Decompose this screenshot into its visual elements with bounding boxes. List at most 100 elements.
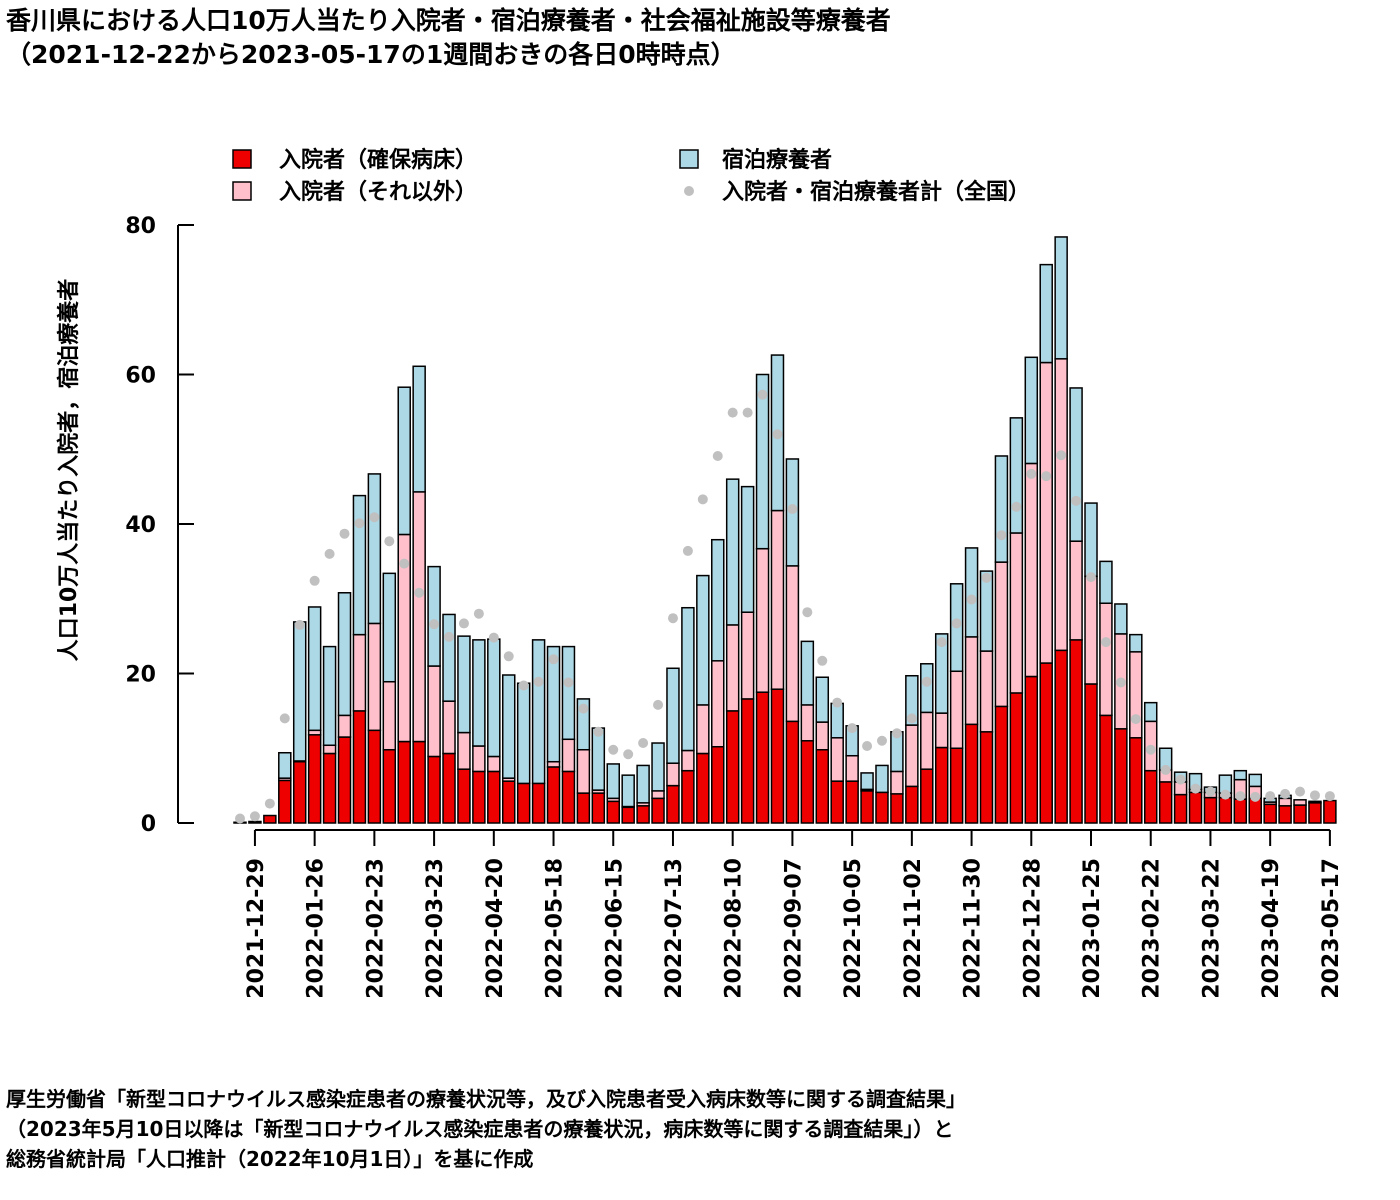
x-tick-label: 2023-05-17	[1319, 858, 1344, 999]
x-tick-label: 2022-03-23	[423, 858, 448, 999]
bar-segment-other-hospital: 2022-06-01 入院者（それ以外）: 5.8	[576, 749, 591, 794]
legend-label-hotel: 宿泊療養者	[722, 147, 832, 173]
national-point	[921, 676, 932, 687]
bar-segment-other-hospital: 2022-12-14 入院者（それ以外）: 19.3	[994, 561, 1009, 708]
bar-segment-secured-beds: 2022-12-07 入院者（確保病床）: 12.2	[979, 731, 994, 824]
bar-segment-other-hospital: 2022-12-28 入院者（それ以外）: 28.5	[1024, 462, 1039, 678]
bar-segment-hotel: 2023-01-25 宿泊療養者: 9.8	[1084, 502, 1098, 578]
national-point	[369, 512, 380, 523]
bar-segment-hotel: 2022-05-25 宿泊療養者: 12.4	[561, 645, 576, 741]
national-point	[473, 608, 484, 619]
bar-segment-secured-beds: 2022-05-11 入院者（確保病床）: 5.3	[531, 782, 546, 824]
bar-segment-other-hospital: 2022-11-09 入院者（それ以外）: 7.6	[920, 711, 934, 770]
bar-segment-secured-beds: 2022-06-29 入院者（確保病床）: 2.3	[636, 805, 650, 824]
national-point	[593, 726, 604, 737]
y-tick-label: 20	[125, 663, 156, 688]
bar-segment-secured-beds: 2023-01-11 入院者（確保病床）: 23.1	[1054, 649, 1068, 824]
bar-segment-secured-beds: 2022-05-04 入院者（確保病床）: 5.3	[516, 782, 531, 824]
bar-segment-secured-beds: 2023-03-08 入院者（確保病床）: 3.8	[1173, 793, 1188, 824]
bar-segment-hotel: 2022-11-09 宿泊療養者: 6.5	[920, 663, 934, 714]
bar-segment-secured-beds: 2023-04-05 入院者（確保病床）: 3.2	[1233, 798, 1248, 824]
bar-segment-hotel: 2022-02-16 宿泊療養者: 18.6	[352, 494, 367, 636]
bar-segment-secured-beds: 2022-08-03 入院者（確保病床）: 10.2	[711, 746, 725, 824]
bar-segment-other-hospital: 2023-01-04 入院者（それ以外）: 40.2	[1039, 361, 1053, 664]
bar-segment-secured-beds: 2023-03-15 入院者（確保病床）: 4.1	[1188, 791, 1203, 824]
bar-segment-other-hospital: 2022-04-20 入院者（それ以外）: 2	[487, 755, 501, 773]
x-tick-label: 2023-02-22	[1140, 858, 1165, 999]
x-tick-label: 2022-02-23	[363, 858, 388, 999]
national-point	[1235, 791, 1246, 802]
bar-segment-secured-beds: 2022-10-26 入院者（確保病床）: 3.9	[890, 793, 904, 824]
bar-segment-secured-beds: 2022-11-23 入院者（確保病床）: 10	[949, 747, 964, 824]
bar-segment-secured-beds: 2022-10-05 入院者（確保病床）: 5.6	[845, 780, 859, 824]
bar-segment-secured-beds: 2022-03-02 入院者（確保病床）: 9.8	[382, 749, 397, 824]
bar-segment-other-hospital: 2022-05-25 入院者（それ以外）: 4.3	[561, 738, 576, 773]
national-point	[1175, 774, 1186, 785]
bar-segment-other-hospital: 2022-09-28 入院者（それ以外）: 5.8	[830, 737, 844, 782]
bar-series-group: 2021-12-22 入院者（確保病床）: 0.12021-12-29 入院者（…	[233, 236, 1337, 824]
bar-segment-secured-beds: 2022-01-05 入院者（確保病床）: 1	[263, 814, 277, 824]
national-point	[1086, 572, 1097, 583]
x-tick-label: 2022-11-30	[961, 858, 986, 999]
bar-segment-secured-beds: 2022-01-12 入院者（確保病床）: 5.7	[278, 779, 292, 824]
bar-segment-hotel: 2022-03-23 宿泊療養者: 13.3	[427, 565, 441, 667]
bar-segment-other-hospital: 2023-04-26 入院者（それ以外）: 1	[1278, 797, 1292, 807]
x-tick-label: 2022-04-20	[483, 858, 508, 999]
bar-segment-secured-beds: 2023-03-22 入院者（確保病床）: 3.4	[1203, 796, 1218, 824]
national-point	[548, 654, 559, 665]
national-point	[757, 389, 768, 400]
national-point	[697, 494, 708, 505]
national-point	[1250, 791, 1261, 802]
bar-segment-hotel: 2022-01-12 宿泊療養者: 3.4	[278, 751, 292, 779]
national-point	[653, 699, 664, 710]
national-point	[862, 741, 873, 752]
y-tick-label: 60	[125, 364, 156, 389]
bar-segment-hotel: 2022-11-02 宿泊療養者: 6.6	[905, 674, 919, 726]
bar-segment-other-hospital: 2022-07-06 入院者（それ以外）: 1	[651, 790, 665, 800]
bar-segment-other-hospital: 2022-07-27 入院者（それ以外）: 6.5	[696, 704, 710, 755]
bar-segment-secured-beds: 2022-12-28 入院者（確保病床）: 19.6	[1024, 675, 1039, 824]
bar-segment-hotel: 2022-04-13 宿泊療養者: 14.2	[472, 639, 486, 747]
bar-segment-hotel: 2022-02-09 宿泊療養者: 16.4	[337, 592, 352, 717]
bar-segment-secured-beds: 2022-03-09 入院者（確保病床）: 10.9	[397, 740, 411, 824]
national-point	[1160, 764, 1171, 775]
national-point	[235, 813, 245, 824]
national-point	[712, 450, 723, 461]
bar-segment-other-hospital: 2022-04-13 入院者（それ以外）: 3.4	[472, 745, 486, 773]
x-tick-label: 2022-07-13	[662, 858, 687, 999]
bar-segment-secured-beds: 2022-07-06 入院者（確保病床）: 3.3	[651, 797, 665, 824]
national-point	[891, 728, 902, 739]
legend-label-secured-beds: 入院者（確保病床）	[279, 147, 477, 173]
bar-segment-other-hospital: 2022-10-05 入院者（それ以外）: 3.4	[845, 754, 859, 782]
bar-segment-secured-beds: 2022-03-16 入院者（確保病床）: 10.9	[412, 740, 426, 824]
national-point	[817, 655, 828, 666]
national-point	[1071, 495, 1082, 506]
bar-segment-hotel: 2022-10-19 宿泊療養者: 3.6	[875, 764, 889, 794]
national-point	[1295, 786, 1306, 797]
bar-segment-hotel: 2023-02-08 宿泊療養者: 4	[1114, 603, 1128, 635]
bar-segment-secured-beds: 2022-01-26 入院者（確保病床）: 11.8	[307, 734, 322, 824]
bar-segment-other-hospital: 2022-09-07 入院者（それ以外）: 20.8	[785, 565, 800, 723]
bar-segment-other-hospital: 2022-02-23 入院者（それ以外）: 14.3	[367, 622, 382, 732]
bar-segment-secured-beds: 2022-07-20 入院者（確保病床）: 7	[681, 769, 695, 824]
bar-segment-hotel: 2023-01-11 宿泊療養者: 16.3	[1054, 236, 1068, 360]
national-point	[787, 504, 798, 515]
x-tick-label: 2023-01-25	[1080, 858, 1105, 999]
national-points-group	[235, 389, 1335, 824]
national-point	[1130, 714, 1141, 725]
bar-segment-hotel: 2022-06-15 宿泊療養者: 4.6	[606, 763, 620, 800]
bar-segment-other-hospital: 2022-03-30 入院者（それ以外）: 7	[442, 700, 456, 755]
bar-segment-hotel: 2022-11-30 宿泊療養者: 11.9	[964, 547, 979, 638]
bar-segment-secured-beds: 2022-09-14 入院者（確保病床）: 11	[800, 740, 815, 824]
national-point	[667, 613, 678, 624]
national-point	[503, 651, 514, 662]
national-point	[951, 618, 962, 629]
bar-segment-other-hospital: 2022-05-18 入院者（それ以外）: 0.7	[546, 760, 561, 768]
national-point	[518, 680, 529, 691]
legend-swatch-secured-beds	[232, 149, 252, 169]
bar-segment-secured-beds: 2023-05-10 入院者（確保病床）: 2.7	[1308, 802, 1322, 824]
bar-segment-other-hospital: 2022-02-02 入院者（それ以外）: 1.1	[322, 744, 337, 755]
bar-segment-secured-beds: 2023-01-25 入院者（確保病床）: 18.6	[1084, 683, 1098, 824]
bar-segment-secured-beds: 2022-05-18 入院者（確保病床）: 7.5	[546, 766, 561, 824]
bar-segment-hotel: 2022-07-06 宿泊療養者: 6.4	[651, 742, 665, 792]
